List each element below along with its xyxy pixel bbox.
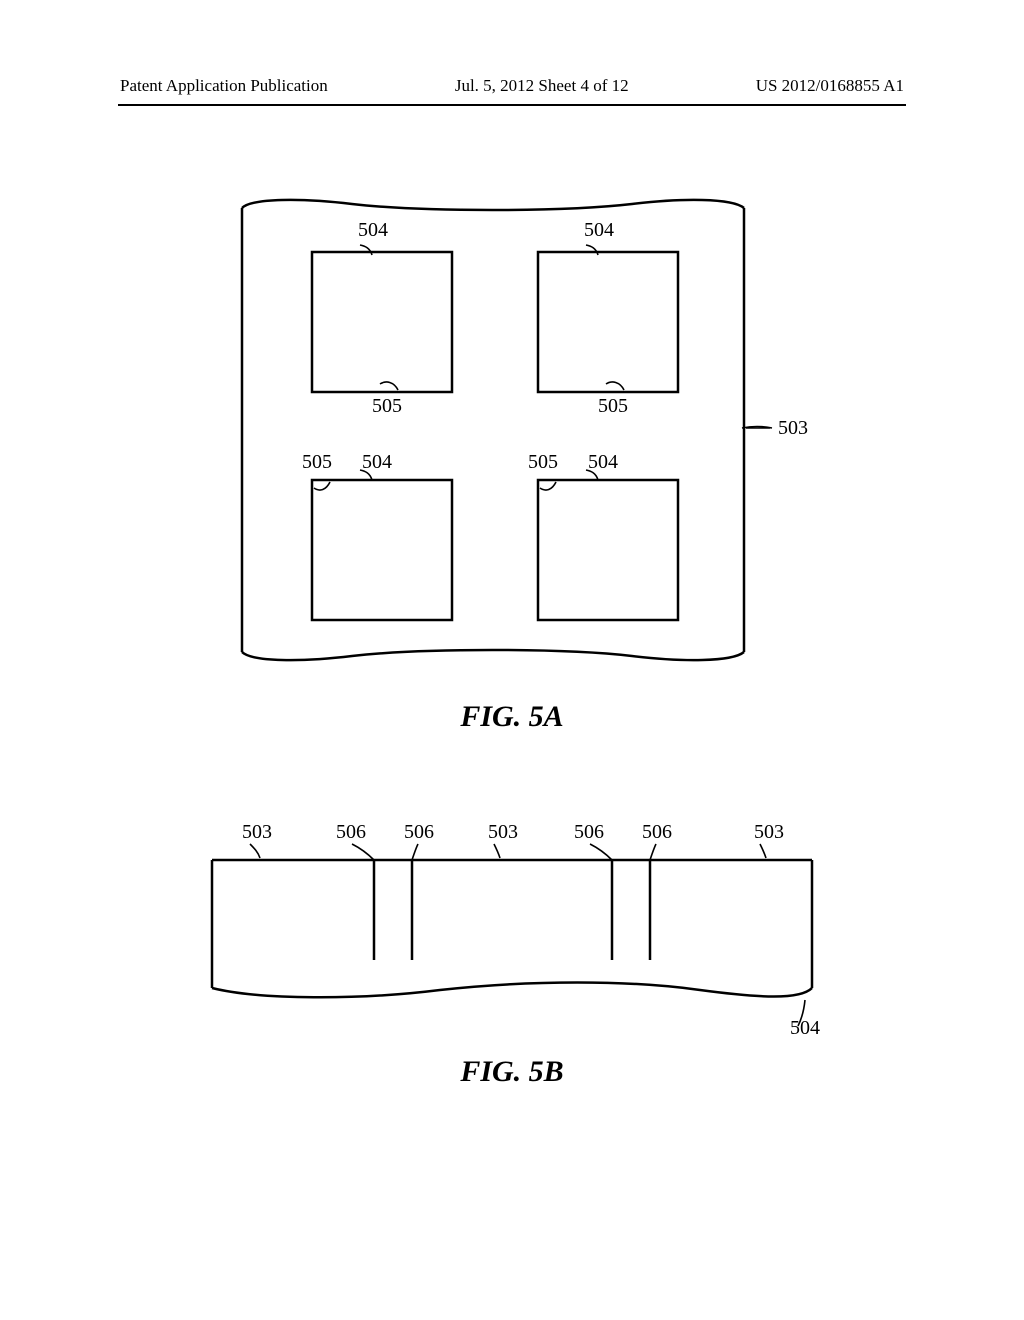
svg-text:504: 504 <box>362 451 392 473</box>
header-left: Patent Application Publication <box>120 76 328 96</box>
svg-text:504: 504 <box>358 219 388 241</box>
page-header: Patent Application Publication Jul. 5, 2… <box>0 76 1024 96</box>
svg-text:504: 504 <box>790 1017 820 1039</box>
figure-5b-caption: FIG. 5B <box>0 1055 1024 1089</box>
figure-5a-svg: 504 504 505 505 505 504 505 504 503 <box>222 190 822 690</box>
svg-text:503: 503 <box>488 821 518 843</box>
header-right: US 2012/0168855 A1 <box>756 76 904 96</box>
header-center: Jul. 5, 2012 Sheet 4 of 12 <box>455 76 629 96</box>
svg-text:506: 506 <box>642 821 672 843</box>
svg-text:506: 506 <box>336 821 366 843</box>
svg-text:506: 506 <box>404 821 434 843</box>
svg-text:503: 503 <box>754 821 784 843</box>
figure-5b-svg: 503 506 506 503 506 506 503 504 <box>200 790 840 1060</box>
figure-5a: 504504505505505504505504503 <box>222 190 762 680</box>
svg-text:505: 505 <box>372 395 402 417</box>
figure-5a-caption: FIG. 5A <box>0 700 1024 734</box>
svg-text:504: 504 <box>588 451 618 473</box>
svg-text:505: 505 <box>528 451 558 473</box>
svg-text:503: 503 <box>242 821 272 843</box>
figure-5b: 503 506 506 503 506 506 503 504 <box>200 790 820 1050</box>
svg-text:505: 505 <box>598 395 628 417</box>
header-rule <box>118 104 906 106</box>
svg-text:505: 505 <box>302 451 332 473</box>
svg-text:506: 506 <box>574 821 604 843</box>
svg-text:503: 503 <box>778 417 808 439</box>
svg-text:504: 504 <box>584 219 614 241</box>
